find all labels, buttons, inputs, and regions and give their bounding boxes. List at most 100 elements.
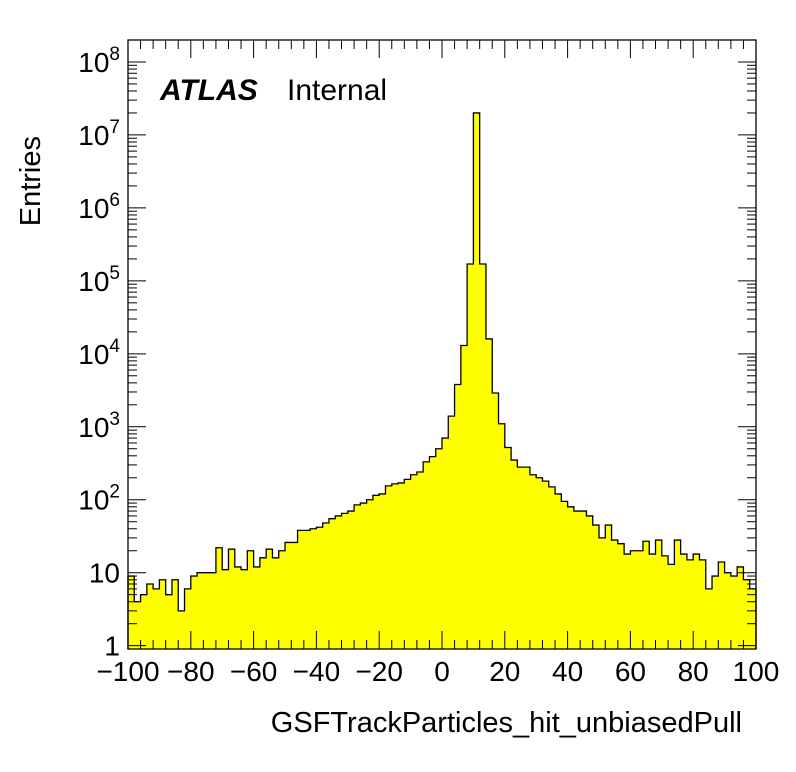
- histogram-bin: [354, 504, 361, 649]
- histogram-bin: [391, 483, 399, 649]
- histogram-bin: [724, 572, 732, 649]
- histogram-bin: [592, 525, 600, 649]
- histogram-bin: [228, 549, 236, 649]
- histogram-bin: [674, 540, 682, 649]
- y-tick-label: 106: [78, 190, 120, 224]
- histogram-bin: [699, 559, 707, 649]
- histogram-bin: [561, 501, 568, 649]
- status-label: Internal: [287, 74, 387, 107]
- histogram-bin: [429, 456, 437, 649]
- histogram-bin: [379, 493, 386, 649]
- histogram-bin: [234, 566, 242, 649]
- histogram-bin: [297, 530, 305, 649]
- histogram-bin: [680, 554, 688, 649]
- histogram-bin: [492, 393, 499, 649]
- histogram-bin: [661, 555, 669, 649]
- histogram-bin: [423, 461, 430, 649]
- histogram-bars: [128, 112, 757, 649]
- histogram-bin: [529, 474, 537, 649]
- histogram-bin: [203, 572, 211, 649]
- histogram-bin: [385, 485, 393, 649]
- x-tick-label: 60: [615, 656, 646, 687]
- histogram-bin: [253, 566, 261, 649]
- x-tick-label: −100: [96, 656, 159, 687]
- histogram-bin: [479, 264, 487, 649]
- histogram-bin: [184, 588, 192, 649]
- x-axis-label: GSFTrackParticles_hit_unbiasedPull: [271, 707, 742, 739]
- plot-frame: [127, 39, 757, 650]
- histogram-bin: [347, 511, 355, 649]
- x-tick-label: −40: [293, 656, 341, 687]
- histogram-bin: [197, 572, 204, 649]
- histogram-bin: [247, 550, 254, 649]
- histogram-bin: [278, 550, 286, 649]
- x-tick-label: −20: [355, 656, 403, 687]
- x-tick-label: 20: [489, 656, 520, 687]
- histogram-bin: [460, 345, 468, 649]
- histogram-bin: [624, 554, 631, 649]
- y-tick-label: 104: [78, 336, 120, 370]
- y-axis-label: Entries: [15, 136, 47, 226]
- histogram-bin: [442, 438, 449, 649]
- histogram-bin: [573, 511, 581, 649]
- histogram-bin: [360, 503, 368, 649]
- histogram-bin: [668, 564, 675, 649]
- histogram-bin: [285, 542, 292, 649]
- histogram-bin: [686, 559, 694, 649]
- histogram-bin: [511, 460, 518, 649]
- histogram-bin: [241, 569, 248, 649]
- histogram-bin: [743, 579, 751, 649]
- histogram-bin: [498, 423, 506, 649]
- x-tick-label: 100: [733, 656, 780, 687]
- y-tick-label: 105: [78, 263, 120, 297]
- histogram-bin: [636, 550, 644, 649]
- y-tick-label: 108: [78, 44, 120, 78]
- histogram-bin: [473, 112, 481, 649]
- histogram-outline: [127, 112, 757, 649]
- histogram-bin: [341, 513, 349, 649]
- histogram-bin: [259, 557, 267, 649]
- histogram-bin: [222, 569, 229, 649]
- histogram-bin: [580, 511, 587, 649]
- histogram-bin: [322, 522, 330, 649]
- histogram-bin: [178, 610, 185, 649]
- x-tick-label: −60: [230, 656, 278, 687]
- y-tick-label: 103: [78, 409, 120, 443]
- histogram-bin: [630, 550, 638, 649]
- histogram-bin: [517, 467, 525, 649]
- x-tick-label: −80: [167, 656, 215, 687]
- x-tick-labels: −100 −80 −60 −40 −20 0 20 40 60 80 100: [96, 656, 779, 687]
- histogram-bin: [190, 576, 198, 649]
- histogram-bin: [649, 554, 656, 649]
- histogram-bin: [611, 540, 619, 649]
- histogram-bin: [617, 543, 625, 649]
- histogram-bin: [310, 528, 317, 649]
- histogram-bin: [416, 471, 424, 649]
- histogram-bin: [548, 486, 556, 649]
- histogram-bin: [291, 542, 298, 649]
- histogram-bin: [171, 579, 179, 649]
- histogram-bin: [555, 493, 562, 649]
- histogram-bin: [523, 467, 531, 649]
- histogram-bin: [705, 588, 713, 649]
- histogram-bin: [655, 540, 663, 649]
- histogram-bin: [316, 527, 324, 649]
- axis-ticks: [127, 39, 757, 649]
- histogram-bin: [485, 338, 493, 649]
- histogram-bin: [730, 576, 738, 649]
- y-tick-label: 102: [78, 482, 120, 516]
- histogram-bin: [266, 549, 273, 649]
- histogram-bin: [599, 537, 606, 649]
- y-tick-label: 1: [104, 631, 120, 662]
- histogram-bin: [165, 594, 173, 649]
- histogram-bin: [153, 588, 160, 649]
- histogram-bin: [605, 525, 612, 649]
- y-tick-labels: 1 10 102 103 104 105 106 107 108: [78, 44, 120, 662]
- histogram-bin: [134, 601, 141, 649]
- x-tick-label: 80: [678, 656, 709, 687]
- histogram-bin: [146, 584, 154, 649]
- x-tick-label: 40: [552, 656, 583, 687]
- histogram-bin: [454, 384, 462, 649]
- histogram-bin: [215, 547, 223, 649]
